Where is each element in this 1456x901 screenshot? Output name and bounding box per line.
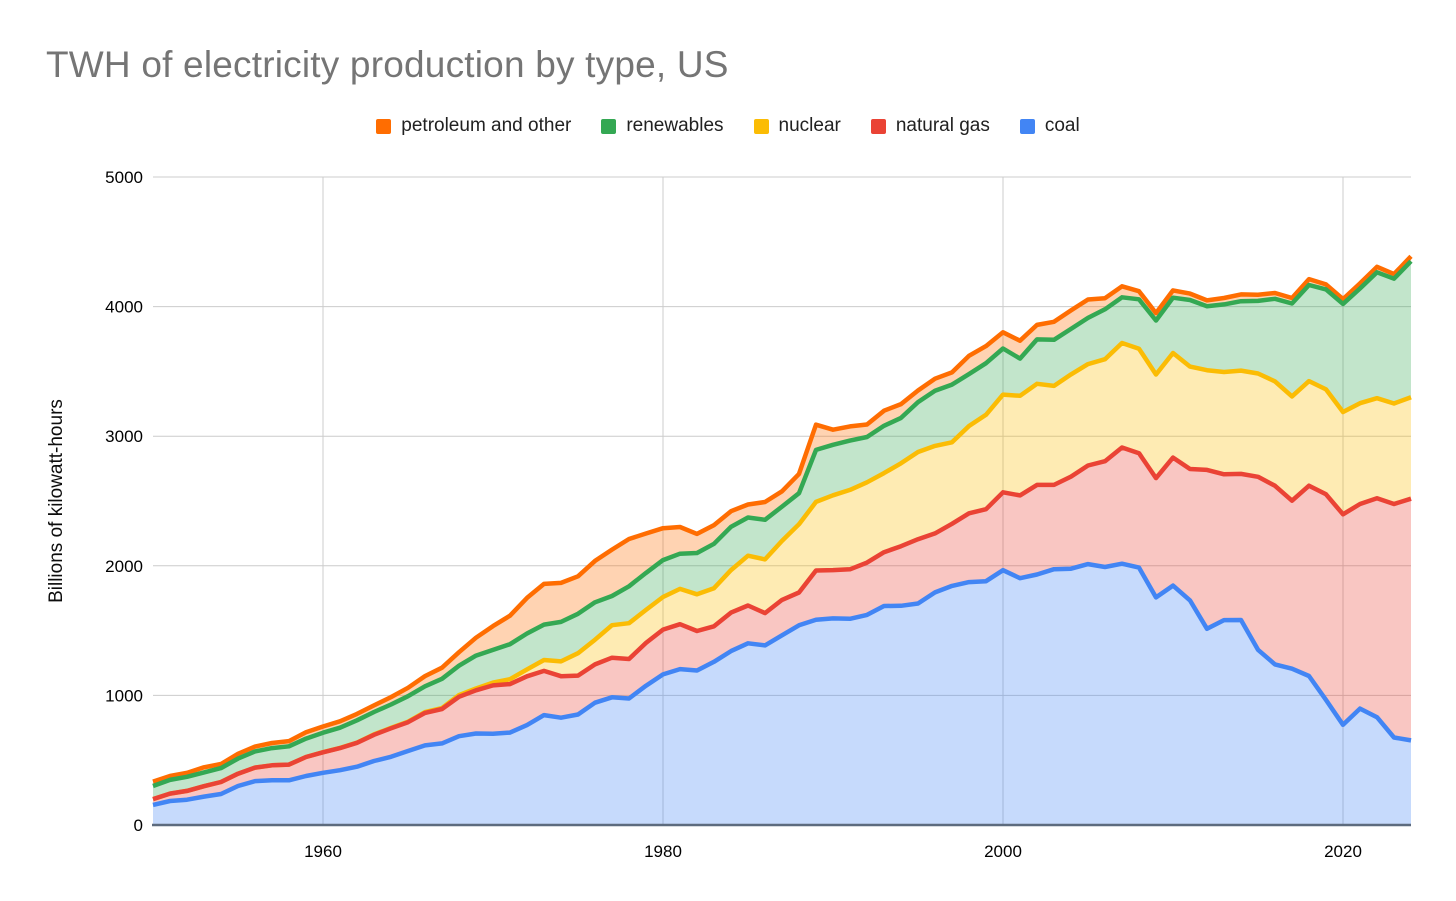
legend-label: renewables: [626, 115, 724, 136]
legend-label: coal: [1044, 115, 1080, 136]
legend-item-natural-gas: natural gas: [870, 115, 990, 137]
legend-label: petroleum and other: [401, 115, 572, 136]
chart-title: TWH of electricity production by type, U…: [46, 44, 729, 85]
legend-swatch-petroleum-and-other: [376, 118, 392, 134]
legend-item-renewables: renewables: [601, 115, 724, 137]
series-line-petroleum-and-other: [152, 254, 1413, 784]
area-band-renewables: [153, 261, 1411, 800]
legend-item-nuclear: nuclear: [753, 115, 841, 137]
x-tick-label: 1980: [644, 842, 682, 861]
legend-item-coal: coal: [1019, 115, 1080, 137]
area-band-natural-gas: [153, 447, 1411, 805]
area-band-nuclear: [153, 343, 1411, 800]
y-axis-title: Billions of kilowatt-hours: [46, 399, 67, 603]
area-band-coal: [153, 563, 1411, 825]
legend-swatch-coal: [1019, 118, 1035, 134]
legend-label: natural gas: [895, 115, 990, 136]
series-line-renewables: [152, 259, 1413, 789]
y-tick-label: 1000: [105, 686, 143, 705]
x-tick-label: 2020: [1324, 842, 1362, 861]
legend-swatch-renewables: [601, 118, 617, 134]
legend: petroleum and other renewables nuclear natu…: [0, 114, 1456, 138]
y-tick-label: 4000: [105, 298, 143, 317]
legend-swatch-natural-gas: [870, 118, 886, 134]
series-line-natural-gas: [152, 445, 1412, 802]
y-tick-label: 0: [134, 816, 143, 835]
series-line-coal: [152, 561, 1412, 808]
legend-swatch-nuclear: [753, 118, 769, 134]
x-tick-label: 1960: [304, 842, 342, 861]
area-band-petroleum-and-other: [153, 256, 1411, 786]
y-tick-label: 5000: [105, 168, 143, 187]
y-tick-label: 3000: [105, 427, 143, 446]
y-tick-label: 2000: [105, 557, 143, 576]
legend-item-petroleum-and-other: petroleum and other: [376, 115, 571, 137]
x-tick-label: 2000: [984, 842, 1022, 861]
legend-label: nuclear: [778, 115, 841, 136]
